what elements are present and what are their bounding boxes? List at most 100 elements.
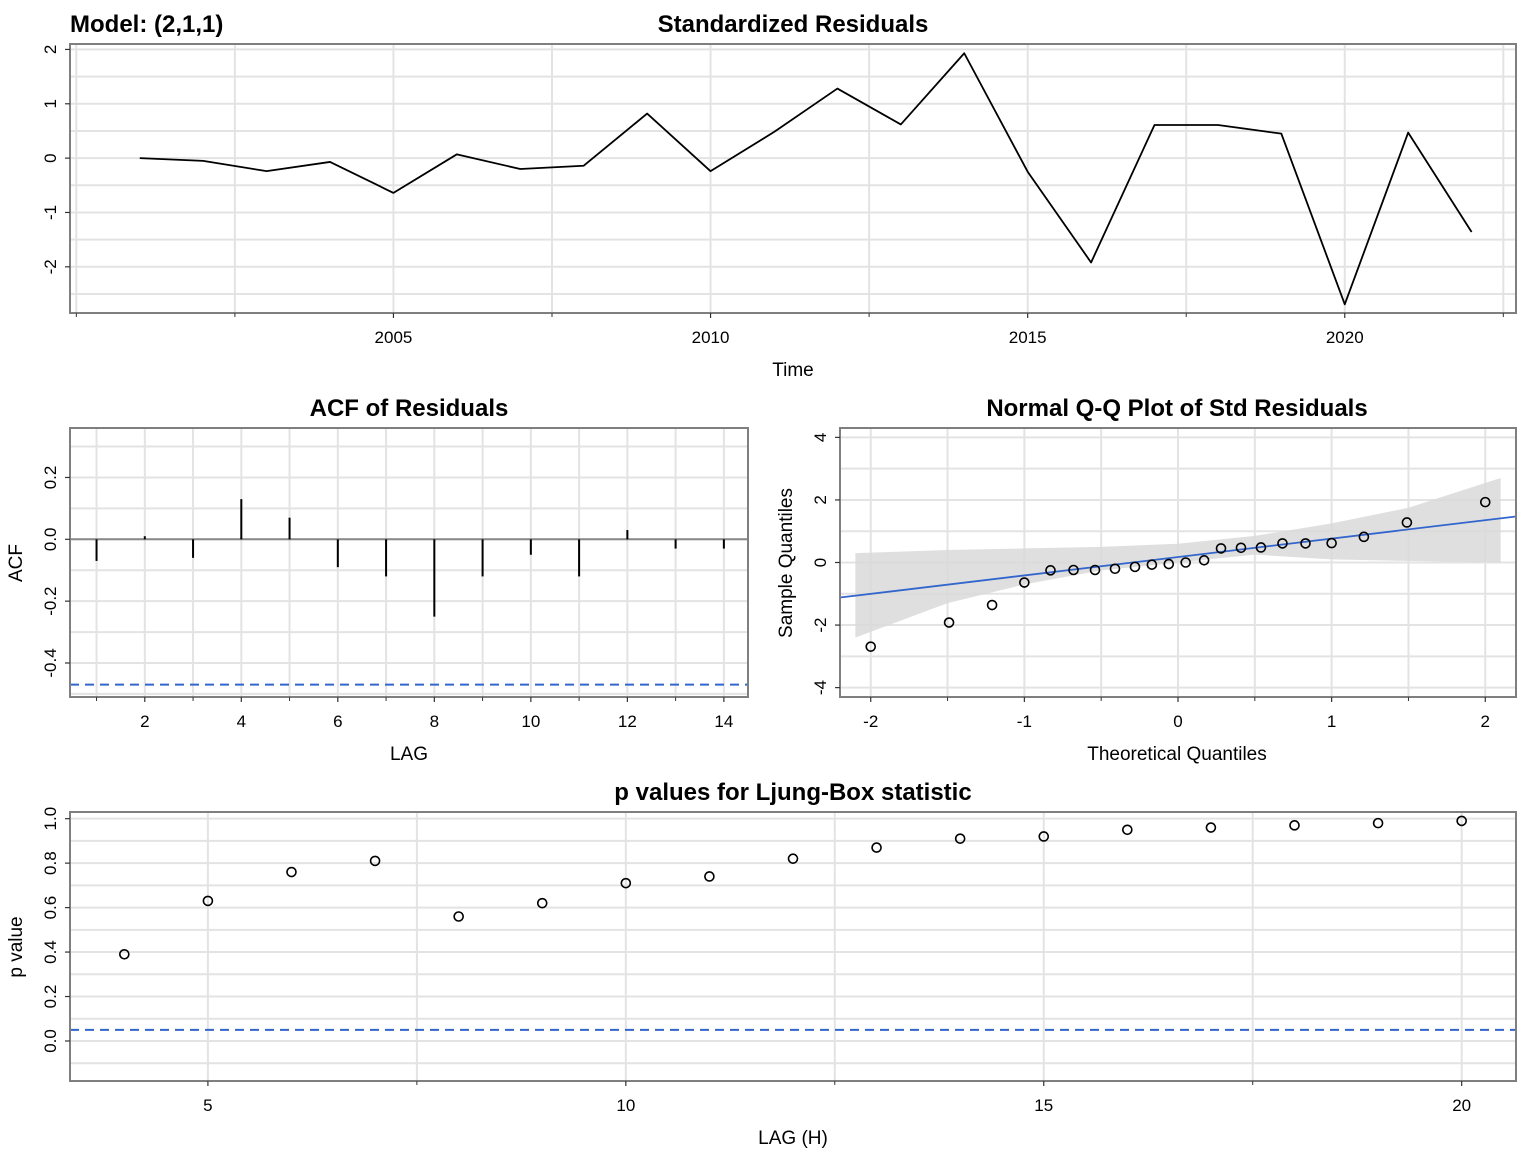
x-axis-label: LAG (H): [758, 1128, 828, 1149]
y-tick-label: 0.4: [41, 940, 60, 964]
y-tick-label: 2: [41, 45, 60, 54]
qq-point: [943, 617, 955, 628]
x-tick-label: 10: [521, 712, 540, 731]
x-tick-label: 2015: [1009, 328, 1047, 347]
qq-point: [1068, 564, 1079, 576]
qq-point: [1045, 565, 1056, 576]
x-tick-label: 8: [430, 712, 439, 731]
y-tick-label: 0.0: [41, 1029, 60, 1053]
p-value-point: [1122, 824, 1133, 836]
grid: [70, 812, 1516, 1081]
y-tick-label: 0.8: [41, 851, 60, 875]
qq-fit-line: [839, 515, 1517, 599]
x-tick-label: 20: [1452, 1096, 1471, 1115]
p-value-point: [1372, 817, 1384, 829]
qq-point: [1019, 577, 1030, 588]
x-tick-label: 6: [333, 712, 342, 731]
qq-point: [1255, 542, 1267, 553]
x-tick-label: 5: [203, 1096, 212, 1115]
y-axis-label: ACF: [6, 544, 27, 582]
plot-frame: [69, 427, 749, 698]
x-tick-label: 2010: [692, 328, 730, 347]
y-tick-label: 4: [811, 433, 830, 442]
x-tick-label: 2: [140, 712, 149, 731]
qq-point: [1129, 561, 1141, 573]
qq-point: [1146, 559, 1158, 570]
qq-point: [865, 641, 877, 652]
y-tick-label: 0: [41, 153, 60, 162]
x-tick-label: 2: [1481, 712, 1490, 731]
chart-title: Standardized Residuals: [658, 11, 929, 38]
p-value-point: [787, 853, 799, 864]
x-tick-label: 14: [714, 712, 733, 731]
ljung-box-panel: p values for Ljung-Box statistic 5 10 15 20…: [6, 779, 1517, 1149]
p-value-point: [286, 866, 297, 878]
p-value-point: [1289, 820, 1300, 831]
chart-title: ACF of Residuals: [310, 395, 509, 422]
y-tick-label: 1.0: [41, 807, 60, 831]
y-tick-label: -0.4: [41, 648, 60, 677]
y-tick-label: 2: [811, 495, 830, 504]
model-label: Model: (2,1,1): [70, 11, 223, 38]
y-tick-label: -0.2: [41, 587, 60, 616]
qq-point: [1198, 555, 1210, 566]
x-axis-label: Time: [772, 360, 814, 381]
x-tick-label: 2020: [1326, 328, 1364, 347]
x-tick-label: -2: [863, 712, 878, 731]
qq-point: [1277, 538, 1288, 549]
p-value-point: [620, 877, 632, 889]
qq-point: [1089, 564, 1101, 576]
residual-series-line: [139, 52, 1473, 306]
qq-point: [1235, 542, 1247, 554]
axes: 5 10 15 20 0.0 0.2 0.4 0.6 0.8 1.0: [41, 807, 1471, 1115]
p-value-point: [202, 895, 214, 907]
axes: -2 -1 0 1 2 -4 -2 0 2 4: [811, 433, 1490, 731]
p-value-point: [536, 897, 548, 909]
x-tick-label: 2005: [375, 328, 413, 347]
y-tick-label: 1: [41, 99, 60, 108]
y-tick-label: 0.6: [41, 896, 60, 920]
grid: [70, 428, 748, 697]
qq-point: [1215, 543, 1227, 554]
qq-point: [1300, 538, 1311, 549]
x-tick-label: 12: [618, 712, 637, 731]
y-axis-label: p value: [6, 916, 27, 977]
plot-content: [70, 815, 1516, 1031]
qq-point: [1163, 558, 1175, 570]
plot-frame: [69, 43, 1517, 314]
p-value-point: [453, 911, 464, 922]
y-tick-label: 0.0: [41, 527, 60, 551]
chart-title: p values for Ljung-Box statistic: [614, 779, 971, 806]
y-tick-label: -4: [811, 680, 830, 695]
x-tick-label: 15: [1034, 1096, 1053, 1115]
plot-content: [139, 52, 1473, 306]
qq-point: [1358, 531, 1370, 543]
qq-point: [1401, 517, 1413, 528]
y-tick-label: -2: [811, 617, 830, 632]
y-tick-label: 0.2: [41, 985, 60, 1009]
x-axis-label: Theoretical Quantiles: [1087, 744, 1267, 765]
qq-plot-panel: Normal Q-Q Plot of Std Residuals -2 -1 0 1 2…: [776, 395, 1517, 765]
p-value-point: [704, 871, 715, 882]
x-tick-label: 10: [616, 1096, 635, 1115]
y-tick-label: 0: [811, 558, 830, 567]
p-value-point: [871, 842, 882, 853]
acf-panel: ACF of Residuals 2 4 6 8 10 12 14 -0.4 -0.2 0.0 0.…: [6, 395, 749, 765]
p-value-point: [1456, 815, 1467, 827]
standardized-residuals-panel: Standardized Residuals 2005 2010 2015 2020 -…: [41, 11, 1517, 381]
qq-point: [1180, 557, 1191, 568]
x-tick-label: 0: [1173, 712, 1182, 731]
axes: 2 4 6 8 10 12 14 -0.4 -0.2 0.0 0.2: [41, 466, 733, 731]
x-tick-label: 4: [237, 712, 246, 731]
qq-point: [986, 599, 998, 611]
p-value-point: [1038, 831, 1050, 842]
y-axis-label: Sample Quantiles: [776, 488, 797, 638]
x-tick-label: -1: [1017, 712, 1032, 731]
p-value-point: [369, 855, 381, 867]
x-tick-label: 1: [1327, 712, 1336, 731]
qq-point: [1479, 496, 1491, 508]
plot-content: [839, 478, 1517, 652]
qq-point: [1109, 563, 1121, 575]
p-value-point: [119, 948, 130, 960]
